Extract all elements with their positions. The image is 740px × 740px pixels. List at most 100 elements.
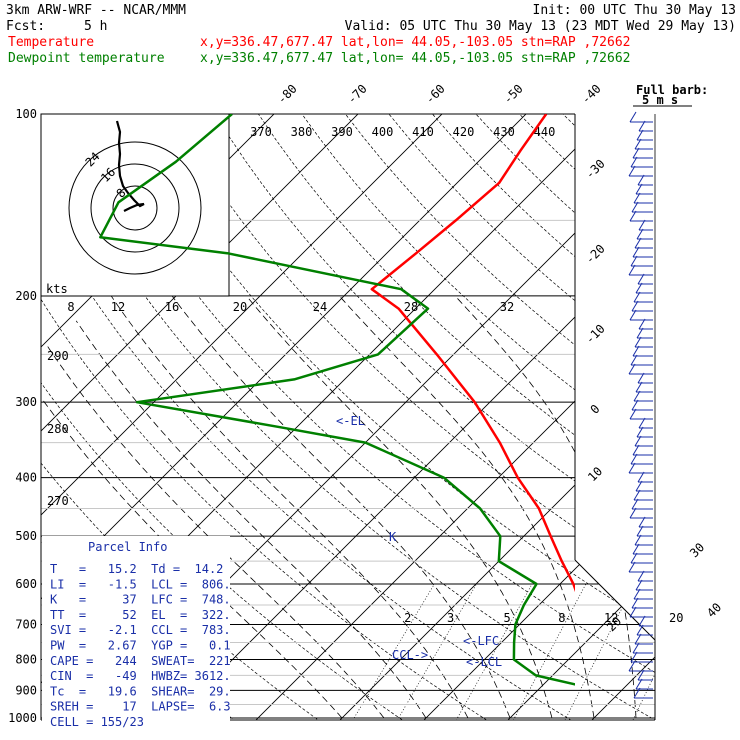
wind-barb-flag [633, 687, 641, 699]
theta-label: 430 [493, 125, 515, 139]
dry-adiabat [578, 114, 655, 720]
isotherm-label: -60 [423, 82, 448, 107]
pressure-label: 500 [15, 529, 37, 543]
wind-barb-flag [636, 525, 644, 537]
hodograph-scale-label: 16 [165, 300, 179, 314]
temperature-legend: Temperature [8, 35, 94, 50]
mixing-ratio-line [390, 583, 477, 720]
wind-barb-flag [631, 597, 639, 609]
isotherm-label: -20 [583, 242, 608, 267]
wind-barb-flag [632, 345, 640, 357]
wind-barb-flag [634, 336, 642, 348]
wind-barb-flag [637, 273, 645, 285]
hodograph-ring [112, 185, 158, 231]
wind-barb-flag [634, 633, 642, 645]
pressure-label: 700 [15, 617, 37, 631]
parcel-info-row: CELL = 155/23 [50, 715, 144, 729]
theta-label: 390 [331, 125, 353, 139]
parcel-info-row: LI = -1.5 LCL = 806. [50, 577, 231, 591]
moist-adiabat [714, 296, 734, 718]
forecast-label: Fcst: [6, 19, 45, 34]
wind-barb-flag [638, 615, 646, 627]
wind-barb-flag [631, 498, 639, 510]
isotherm-line [412, 114, 655, 720]
full-barb-label: Full barb: [636, 83, 708, 97]
mixing-ratio-label: 20 [669, 611, 683, 625]
wind-barb-flag [630, 354, 638, 366]
hodograph-trace [115, 120, 145, 212]
wind-barb-flag [631, 201, 639, 213]
parcel-info-row: T = 15.2 Td = 14.2 [50, 562, 223, 576]
parcel-info-row: SVI = -2.1 CCL = 783. [50, 623, 231, 637]
lfc-annotation: <-LFC [463, 634, 499, 648]
pressure-label: 1000 [8, 711, 37, 725]
mixing-ratio-line [507, 583, 587, 720]
wind-barb-flag [634, 237, 642, 249]
parcel-info-row: CAPE = 244 SWEAT= 221 [50, 654, 231, 668]
theta-label: 410 [412, 125, 434, 139]
dewpoint-curve [99, 114, 575, 686]
wind-barbs [628, 111, 656, 720]
wind-barb-flag [628, 264, 636, 276]
hodograph-scale-label: 28 [404, 300, 418, 314]
wind-barb-flag [631, 300, 639, 312]
dewpoint-location: x,y=336.47,677.47 lat,lon= 44.05,-103.05… [200, 51, 630, 66]
wind-barb-flag [631, 399, 639, 411]
isotherm-label: -40 [579, 82, 604, 107]
wind-barb-flag [634, 435, 642, 447]
dry-adiabat [367, 114, 655, 720]
isotherm-label: 40 [704, 600, 724, 620]
wind-barb-flag [636, 327, 644, 339]
theta-side-label: 280 [47, 422, 69, 436]
wind-barb-flag [637, 471, 645, 483]
isotherm-line [496, 114, 655, 720]
wind-barb-flag [636, 624, 644, 636]
mixing-ratio-label: 2 [404, 611, 411, 625]
wind-barb-flag [632, 444, 640, 456]
wind-barb-flag [629, 507, 637, 519]
isotherm-label: 0 [588, 402, 603, 417]
wind-barb-flag [633, 588, 641, 600]
wind-barb-flag [638, 318, 646, 330]
dry-adiabat [282, 114, 655, 720]
hodograph-ring [68, 141, 202, 275]
ccl-annotation: CCL-> [392, 648, 428, 662]
parcel-info-row: TT = 52 EL = 322. [50, 608, 231, 622]
theta-label: 380 [291, 125, 313, 139]
wind-barb-flag [637, 570, 645, 582]
hodograph-ring [90, 163, 180, 253]
isotherm-label: 30 [687, 540, 707, 560]
forecast-value: 5 h [84, 19, 107, 34]
wind-barb-flag [636, 129, 644, 141]
wind-barb-flag [635, 381, 643, 393]
dry-adiabat [41, 114, 590, 720]
isotherm-label: -50 [501, 82, 526, 107]
hodograph-scale-label: 24 [313, 300, 327, 314]
isotherm-line [665, 86, 740, 730]
dry-adiabat [156, 114, 655, 720]
hodograph-kts-label: kts [46, 282, 68, 296]
isotherm-label: -10 [583, 322, 608, 347]
isotherm-line [41, 114, 386, 720]
dry-adiabat [493, 114, 655, 720]
theta-side-label: 290 [47, 349, 69, 363]
wind-barb-flag [632, 642, 640, 654]
parcel-info-title: Parcel Info [88, 540, 167, 554]
theta-label: 420 [453, 125, 475, 139]
parcel-info-box: Parcel Info T = 15.2 Td = 14.2LI = -1.5 … [42, 536, 231, 729]
parcel-info-row: PW = 2.67 YGP = 0.1 [50, 639, 231, 653]
valid-time: Valid: 05 UTC Thu 30 May 13 (23 MDT Wed … [345, 19, 736, 34]
wind-barb-flag [628, 660, 636, 672]
mixing-ratio-line [449, 583, 533, 720]
wind-barb-flag [632, 543, 640, 555]
lcl-annotation: <-LCL [466, 655, 502, 669]
mixing-ratio-label: 8 [558, 611, 565, 625]
pressure-label: 200 [15, 289, 37, 303]
wind-barb-flag [628, 561, 636, 573]
mixing-ratio-label: 5 [504, 611, 511, 625]
hodograph-scale-label: 32 [500, 300, 514, 314]
parcel-info-row: Tc = 19.6 SHEAR= 29. [50, 684, 231, 698]
wind-barb-flag [637, 372, 645, 384]
k-annotation: K [389, 530, 397, 544]
